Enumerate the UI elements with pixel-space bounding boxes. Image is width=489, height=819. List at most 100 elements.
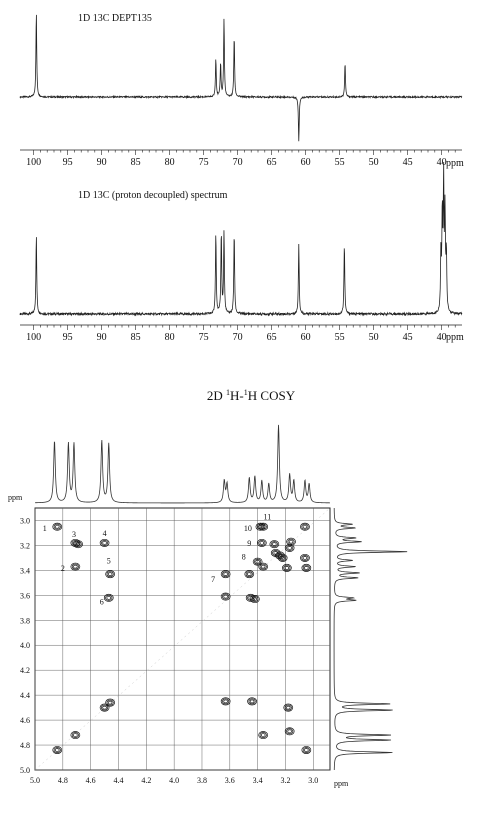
cosy-contour (284, 727, 295, 736)
cosy-peak-label: 11 (264, 513, 272, 522)
cosy-contour (248, 698, 256, 705)
cosy-contour (269, 540, 280, 549)
cosy-cross-peak (258, 522, 269, 531)
cosy-cross-peak (300, 553, 310, 562)
cosy-x-tick-label: 3.0 (308, 776, 318, 785)
cosy-contour (259, 563, 267, 570)
cosy-contour (301, 563, 312, 572)
cosy-contour (286, 728, 294, 735)
c13-decoupled-spectrum-trace (19, 161, 463, 317)
cosy-contour (283, 703, 294, 712)
cosy-cross-peak (220, 570, 231, 579)
cosy-contour (73, 564, 78, 569)
cosy-cross-peak (99, 703, 110, 712)
dept135-x-axis-label: ppm (446, 158, 464, 169)
cosy-peak-label: 4 (103, 529, 107, 538)
cosy-y-tick-label: 3.0 (20, 516, 30, 525)
cosy-contour (304, 748, 309, 752)
cosy-contour (284, 704, 292, 711)
cosy-x-tick-label: 4.0 (169, 776, 179, 785)
cosy-peak-label: 10 (244, 524, 252, 533)
cosy-contour (223, 699, 228, 704)
cosy-cross-peak (283, 703, 294, 712)
cosy-x-tick-label: 3.2 (280, 776, 290, 785)
cosy-y-tick-label: 4.2 (20, 666, 30, 675)
cosy-contour (223, 572, 228, 576)
dept135-tick-label: 55 (335, 157, 345, 168)
cosy-cross-peak (105, 698, 115, 707)
c13-decoupled-tick-label: 45 (403, 332, 413, 343)
cosy-contour (244, 570, 255, 579)
cosy-x-tick-label: 3.4 (253, 776, 263, 785)
c13-decoupled-x-axis: 100 95 90 85 80 75 70 65 60 55 50 45 40 (20, 324, 462, 343)
cosy-peak-label: 7 (211, 575, 215, 584)
cosy-peak-label: 2 (61, 564, 65, 573)
cosy-contour (287, 729, 292, 734)
dept135-tick-label: 65 (267, 157, 277, 168)
cosy-y-tick-label: 4.6 (20, 716, 30, 725)
cosy-contour (260, 564, 266, 569)
cosy-contour (279, 554, 287, 561)
dept135-tick-label: 50 (369, 157, 379, 168)
dept135-tick-label: 100 (26, 157, 41, 168)
cosy-contour (272, 542, 277, 547)
cosy-contour (301, 523, 309, 530)
cosy-peak-label: 6 (100, 598, 104, 607)
cosy-peak-label: 3 (72, 530, 76, 539)
cosy-title-sup-1: 1 (226, 388, 230, 397)
cosy-contour (74, 541, 82, 548)
cosy-contour (286, 537, 296, 546)
cosy-cross-peak (301, 746, 312, 754)
c13-decoupled-tick-label: 70 (233, 332, 243, 343)
cosy-contour (55, 524, 60, 529)
dept135-tick-label: 75 (199, 157, 209, 168)
cosy-contour (258, 540, 266, 546)
cosy-contour (247, 572, 252, 576)
dept135-tick-label: 45 (403, 157, 413, 168)
cosy-contour (256, 538, 267, 547)
cosy-contour (259, 523, 267, 530)
cosy-y-tick-label: 3.8 (20, 616, 30, 625)
cosy-cross-peak (269, 540, 280, 549)
cosy-title-part-1: 2D (207, 388, 226, 403)
cosy-cross-peak (73, 540, 83, 549)
cosy-peak-label: 1 (43, 524, 47, 533)
cosy-y-axis: 3.0 3.2 3.4 3.6 3.8 4.0 4.2 4.4 4.6 4.8 5.0 (20, 516, 30, 775)
cosy-contour (252, 597, 258, 601)
cosy-cross-peak (99, 538, 110, 547)
cosy-contour (252, 557, 263, 566)
c13-decoupled-tick-label: 85 (131, 332, 141, 343)
cosy-x-tick-label: 3.6 (225, 776, 235, 785)
cosy-contour (280, 556, 285, 560)
cosy-contour (220, 592, 231, 601)
cosy-contour (286, 705, 291, 710)
cosy-contour (101, 704, 109, 711)
cosy-contour (302, 524, 308, 529)
cosy-contour (245, 571, 253, 578)
cosy-x-axis: 5.0 4.8 4.6 4.4 4.2 4.0 3.8 3.6 3.4 3.2 3.0 (30, 776, 318, 785)
cosy-cross-peak (256, 538, 267, 547)
dept135-spectrum-trace (19, 14, 463, 142)
cosy-contour (223, 594, 228, 599)
cosy-cross-peak (258, 562, 269, 571)
cosy-cross-peak (300, 522, 310, 531)
cosy-grid (34, 508, 330, 771)
cosy-contour (301, 554, 309, 561)
cosy-x-tick-label: 3.8 (197, 776, 207, 785)
cosy-contour (102, 541, 107, 545)
cosy-panel: 2D 1H-1H COSY 5.0 4.8 4.6 4.4 4.2 4.0 3.8 3.6 3.… (8, 388, 408, 788)
cosy-cross-peak (282, 563, 292, 572)
c13-decoupled-tick-label: 75 (199, 332, 209, 343)
cosy-cross-peak (250, 595, 260, 604)
cosy-y-tick-label: 3.2 (20, 541, 30, 550)
c13-decoupled-panel: 1D 13C (proton decoupled) spectrum 100 95… (19, 161, 464, 343)
cosy-title-part-2: H- (230, 388, 244, 403)
cosy-contour (254, 558, 262, 565)
cosy-contour (106, 571, 114, 578)
dept135-title: 1D 13C DEPT135 (78, 13, 152, 24)
cosy-contour (52, 522, 63, 531)
cosy-cross-peak (105, 570, 115, 579)
cosy-cross-peak (103, 593, 114, 602)
